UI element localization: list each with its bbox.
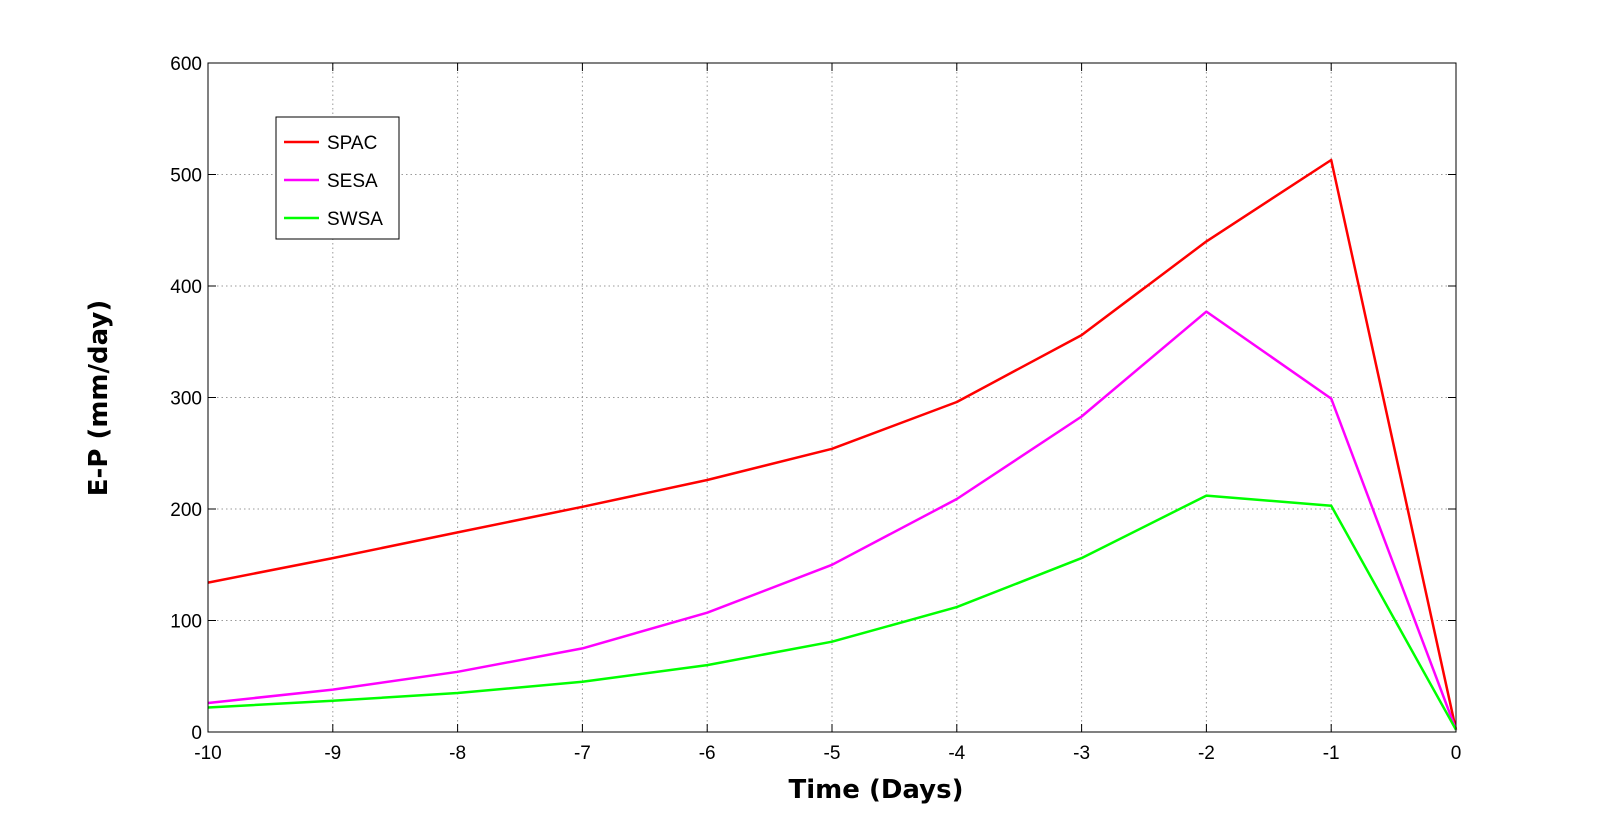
legend: SPAC SESA SWSA <box>275 116 400 240</box>
x-tick-label: -3 <box>1073 743 1090 764</box>
x-tick-label: -10 <box>194 743 221 764</box>
series-line-sesa <box>207 310 1458 731</box>
y-tick-label: 400 <box>170 277 202 298</box>
series-lines <box>207 158 1458 731</box>
x-axis-title: Time (Days) <box>789 775 964 805</box>
legend-label-swsa: SWSA <box>327 209 383 230</box>
series-line-swsa <box>207 494 1458 731</box>
x-tick-label: -7 <box>574 743 591 764</box>
y-tick-label: 200 <box>170 500 202 521</box>
axis-ticks: -10 -9 -8 -7 -6 -5 -4 -3 -2 -1 0010020030040050060… <box>170 54 1461 764</box>
legend-label-spac: SPAC <box>327 133 377 154</box>
x-tick-label: -5 <box>824 743 841 764</box>
y-tick-label: 0 <box>191 723 202 744</box>
legend-label-sesa: SESA <box>327 171 378 192</box>
y-tick-label: 300 <box>170 389 202 410</box>
x-tick-label: -6 <box>699 743 716 764</box>
y-tick-label: 100 <box>170 612 202 633</box>
x-tick-label: -9 <box>324 743 341 764</box>
x-tick-label: -8 <box>449 743 466 764</box>
y-tick-label: 600 <box>170 54 202 75</box>
x-tick-label: 0 <box>1451 743 1462 764</box>
x-tick-label: -2 <box>1198 743 1215 764</box>
x-tick-label: -4 <box>948 743 965 764</box>
series-line-spac <box>207 158 1458 731</box>
y-axis-title: E-P (mm/day) <box>84 300 114 496</box>
y-tick-label: 500 <box>170 166 202 187</box>
grid-lines <box>208 63 1456 732</box>
x-tick-label: -1 <box>1323 743 1340 764</box>
